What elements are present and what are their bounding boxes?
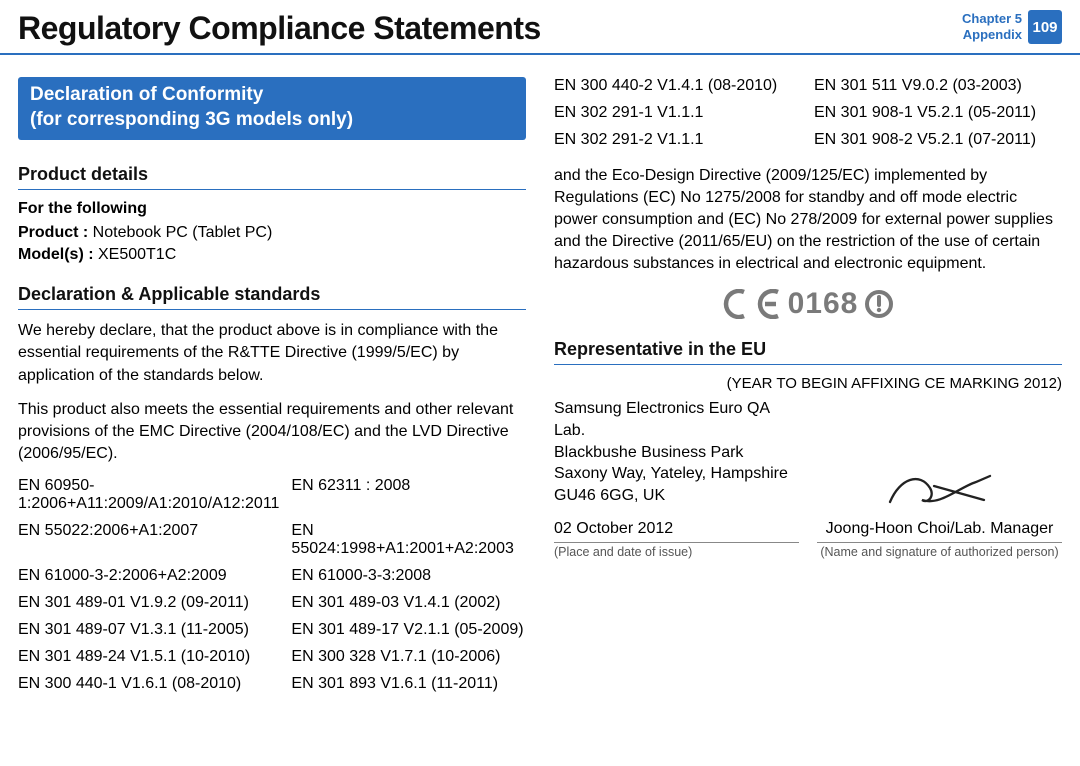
page-title: Regulatory Compliance Statements	[18, 10, 541, 47]
representative-left: Samsung Electronics Euro QA Lab.Blackbus…	[554, 398, 799, 559]
date-caption: (Place and date of issue)	[554, 545, 799, 559]
address-line: GU46 6GG, UK	[554, 485, 799, 507]
standards-grid-left: EN 60950-1:2006+A11:2009/A1:2010/A12:201…	[18, 477, 526, 693]
ce-number: 0168	[788, 287, 859, 321]
signature-block: Joong-Hoon Choi/Lab. Manager (Name and s…	[817, 468, 1062, 559]
standard-item: EN 300 328 V1.7.1 (10-2006)	[291, 648, 526, 666]
standard-item: EN 301 908-2 V5.2.1 (07-2011)	[814, 131, 1062, 149]
standard-item: EN 300 440-1 V1.6.1 (08-2010)	[18, 675, 279, 693]
standard-item: EN 55022:2006+A1:2007	[18, 522, 279, 558]
declaration-heading: Declaration of Conformity (for correspon…	[18, 77, 526, 140]
eco-design-para: and the Eco-Design Directive (2009/125/E…	[554, 165, 1062, 275]
section-product-details: Product details	[18, 164, 526, 190]
signer-row: Joong-Hoon Choi/Lab. Manager	[817, 520, 1062, 543]
ce-year-line: (YEAR TO BEGIN AFFIXING CE MARKING 2012)	[554, 375, 1062, 392]
chapter-line2: Appendix	[962, 27, 1022, 43]
standard-item: EN 61000-3-3:2008	[291, 567, 526, 585]
standard-item: EN 60950-1:2006+A11:2009/A1:2010/A12:201…	[18, 477, 279, 513]
date-row: 02 October 2012	[554, 520, 799, 543]
alert-circle-icon	[864, 289, 894, 319]
ce-e-icon	[754, 289, 782, 319]
issue-date: 02 October 2012	[554, 520, 673, 538]
product-line: Product : Notebook PC (Tablet PC)	[18, 224, 526, 242]
page-number-badge: 109	[1028, 10, 1062, 44]
ce-c1-icon	[722, 289, 748, 319]
address-line: Saxony Way, Yateley, Hampshire	[554, 463, 799, 485]
page-header: Regulatory Compliance Statements Chapter…	[0, 0, 1080, 55]
standard-item: EN 302 291-1 V1.1.1	[554, 104, 802, 122]
standard-item: EN 301 511 V9.0.2 (03-2003)	[814, 77, 1062, 95]
signer-name: Joong-Hoon Choi/Lab. Manager	[826, 520, 1054, 538]
product-label: Product :	[18, 224, 88, 241]
standard-item: EN 301 489-03 V1.4.1 (2002)	[291, 594, 526, 612]
standards-grid-right: EN 300 440-2 V1.4.1 (08-2010) EN 301 511 …	[554, 77, 1062, 149]
for-the-following-label: For the following	[18, 200, 526, 218]
address-block: Samsung Electronics Euro QA Lab.Blackbus…	[554, 398, 799, 506]
representative-right: Joong-Hoon Choi/Lab. Manager (Name and s…	[817, 472, 1062, 559]
signer-caption: (Name and signature of authorized person…	[817, 545, 1062, 559]
left-column: Declaration of Conformity (for correspon…	[18, 77, 526, 693]
standard-item: EN 301 489-17 V2.1.1 (05-2009)	[291, 621, 526, 639]
standard-item: EN 301 489-01 V1.9.2 (09-2011)	[18, 594, 279, 612]
standard-item: EN 61000-3-2:2006+A2:2009	[18, 567, 279, 585]
content-area: Declaration of Conformity (for correspon…	[0, 55, 1080, 693]
right-column: EN 300 440-2 V1.4.1 (08-2010) EN 301 511 …	[554, 77, 1062, 693]
standard-item: EN 302 291-2 V1.1.1	[554, 131, 802, 149]
address-line: Blackbushe Business Park	[554, 442, 799, 464]
models-value: XE500T1C	[94, 246, 177, 263]
standard-item: EN 301 893 V1.6.1 (11-2011)	[291, 675, 526, 693]
standard-item: EN 301 489-07 V1.3.1 (11-2005)	[18, 621, 279, 639]
declaration-para1: We hereby declare, that the product abov…	[18, 320, 526, 386]
standard-item: EN 62311 : 2008	[291, 477, 526, 513]
section-declaration-standards: Declaration & Applicable standards	[18, 284, 526, 310]
representative-block: Samsung Electronics Euro QA Lab.Blackbus…	[554, 398, 1062, 559]
blue-heading-line2: (for corresponding 3G models only)	[30, 108, 514, 133]
standard-item: EN 300 440-2 V1.4.1 (08-2010)	[554, 77, 802, 95]
ce-marking: 0168	[554, 287, 1062, 321]
signature-icon	[880, 468, 1000, 514]
chapter-line1: Chapter 5	[962, 11, 1022, 27]
blue-heading-line1: Declaration of Conformity	[30, 83, 514, 108]
standard-item: EN 301 489-24 V1.5.1 (10-2010)	[18, 648, 279, 666]
header-right: Chapter 5 Appendix 109	[962, 10, 1062, 44]
section-representative: Representative in the EU	[554, 339, 1062, 365]
address-line: Samsung Electronics Euro QA Lab.	[554, 398, 799, 441]
models-line: Model(s) : XE500T1C	[18, 246, 526, 264]
standard-item: EN 301 908-1 V5.2.1 (05-2011)	[814, 104, 1062, 122]
product-value: Notebook PC (Tablet PC)	[88, 224, 272, 241]
chapter-block: Chapter 5 Appendix	[962, 11, 1022, 44]
standard-item: EN 55024:1998+A1:2001+A2:2003	[291, 522, 526, 558]
models-label: Model(s) :	[18, 246, 94, 263]
declaration-para2: This product also meets the essential re…	[18, 399, 526, 465]
